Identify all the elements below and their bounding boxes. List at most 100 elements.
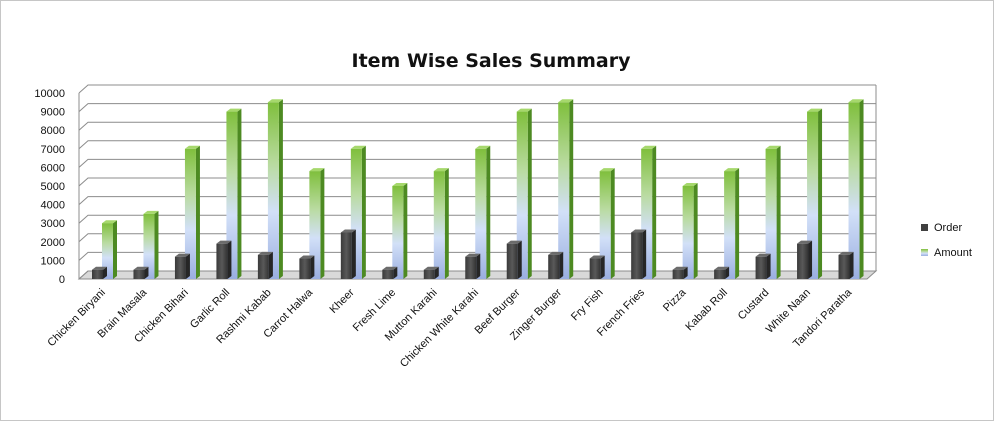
order-bar [589, 255, 605, 279]
order-bar-side [185, 253, 190, 279]
y-tick-label: 4000 [41, 200, 65, 212]
order-bar-side [808, 240, 813, 279]
order-bar-side [310, 255, 315, 279]
amount-bar-side [735, 168, 740, 279]
order-bar-side [476, 253, 481, 279]
amount-bar-front [392, 186, 404, 279]
y-tick-label: 9000 [41, 107, 65, 119]
amount-bar [267, 99, 283, 279]
gridline [78, 140, 876, 150]
amount-bar-side [818, 108, 823, 279]
amount-bar-top [267, 99, 283, 103]
order-bar-side [144, 266, 149, 279]
order-bar-front [299, 258, 311, 279]
amount-bar [350, 145, 366, 279]
order-bar-front [92, 269, 103, 279]
legend-item: Order [921, 222, 962, 234]
amount-bar-top [184, 145, 200, 149]
amount-bar-top [433, 168, 449, 172]
amount-bar [599, 168, 615, 279]
amount-bar-side [113, 220, 117, 279]
order-bar-top [465, 253, 481, 257]
amount-bar-top [309, 168, 325, 172]
legend: Order Amount [921, 222, 972, 259]
amount-bar-side [776, 145, 781, 279]
order-bar [299, 255, 315, 279]
order-bar-front [423, 269, 435, 279]
y-tick-label: 10000 [34, 88, 65, 100]
amount-bar [848, 99, 864, 279]
amount-bar-side [237, 108, 242, 279]
amount-bar [516, 108, 532, 279]
amount-bar-front [143, 213, 155, 279]
order-bar-top [92, 266, 107, 270]
order-bar-front [838, 254, 850, 279]
legend-swatch [921, 224, 928, 231]
amount-bar [184, 145, 200, 279]
order-bar-front [755, 256, 767, 279]
x-tick-label: Kabab Roll [683, 287, 730, 334]
amount-bar-top [102, 220, 117, 224]
amount-bar-front [599, 171, 611, 279]
y-tick-label: 2000 [41, 237, 65, 249]
amount-bar-top [558, 99, 574, 103]
y-tick-label: 3000 [41, 218, 65, 230]
amount-bar-side [610, 168, 615, 279]
bars [92, 99, 864, 279]
order-bar [548, 251, 564, 279]
amount-bar-top [724, 168, 740, 172]
amount-bar [475, 145, 491, 279]
amount-bar [226, 108, 242, 279]
y-tick-label: 0 [59, 274, 65, 286]
amount-bar-top [143, 210, 159, 214]
amount-bar-front [807, 111, 819, 279]
order-bar-side [683, 266, 688, 279]
amount-bar-side [195, 145, 200, 279]
order-bar-front [340, 232, 352, 279]
amount-bar-side [154, 210, 159, 279]
amount-bar [143, 210, 159, 279]
amount-bar-side [569, 99, 574, 279]
order-bar-top [216, 240, 232, 244]
order-bar-side [642, 229, 647, 279]
order-bar [423, 266, 439, 279]
order-bar [174, 253, 190, 279]
order-bar-side [600, 255, 605, 279]
order-bar [506, 240, 522, 279]
order-bar-front [174, 256, 186, 279]
amount-bar [433, 168, 449, 279]
order-bar-top [340, 229, 356, 233]
amount-bar-front [226, 111, 238, 279]
amount-bar-side [527, 108, 532, 279]
order-bar-front [631, 232, 643, 279]
order-bar-top [589, 255, 605, 259]
gridline [78, 158, 876, 168]
order-bar-top [631, 229, 647, 233]
order-bar-top [423, 266, 439, 270]
gridline [78, 103, 876, 112]
amount-bar-top [807, 108, 823, 112]
order-bar-front [257, 254, 269, 279]
order-bar-front [382, 269, 394, 279]
amount-bar-top [350, 145, 366, 149]
amount-bar-front [724, 171, 736, 279]
order-bar [382, 266, 398, 279]
order-bar [631, 229, 647, 279]
x-tick-label: Pizza [661, 286, 689, 314]
amount-bar-side [320, 168, 325, 279]
amount-bar [392, 183, 408, 279]
order-bar-side [559, 251, 564, 279]
order-bar [755, 253, 771, 279]
amount-bar-front [102, 223, 113, 279]
amount-bar-top [392, 183, 408, 186]
order-bar [797, 240, 813, 279]
amount-bar [558, 99, 574, 279]
amount-bar [309, 168, 325, 279]
order-bar-side [766, 253, 771, 279]
order-bar-top [714, 266, 730, 270]
order-bar-top [548, 251, 564, 255]
amount-bar [102, 220, 117, 279]
order-bar-top [755, 253, 771, 257]
